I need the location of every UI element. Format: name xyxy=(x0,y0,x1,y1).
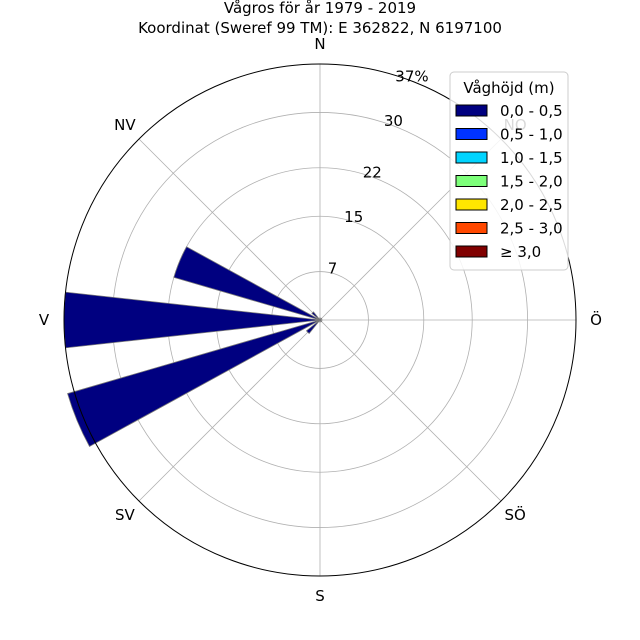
sector-292.5 xyxy=(173,246,321,321)
legend-label-5: 2,5 - 3,0 xyxy=(500,220,563,238)
direction-label-5: SV xyxy=(115,506,136,524)
ring-label-3: 30 xyxy=(384,112,403,130)
legend-box xyxy=(449,71,569,271)
legend-label-3: 1,5 - 2,0 xyxy=(500,173,563,191)
grid-spoke-5 xyxy=(138,319,321,502)
legend-label-1: 0,5 - 1,0 xyxy=(500,126,563,144)
chart-subtitle: Koordinat (Sweref 99 TM): E 362822, N 61… xyxy=(138,19,502,37)
legend-entries: 0,0 - 0,5 0,5 - 1,0 1,0 - 1,5 1,5 - 2,0 2,0 … xyxy=(455,102,563,261)
legend-swatch-5 xyxy=(455,222,488,234)
ring-label-4: 37% xyxy=(395,67,428,85)
legend-label-4: 2,0 - 2,5 xyxy=(500,196,563,214)
legend-label-2: 1,0 - 1,5 xyxy=(500,149,563,167)
legend: Våghöjd (m) 0,0 - 0,5 0,5 - 1,0 1,0 - 1,5 1… xyxy=(449,71,569,271)
sector-135 xyxy=(319,319,323,323)
legend-swatch-6 xyxy=(455,245,488,258)
ring-label-2: 22 xyxy=(363,163,382,181)
outer-circle xyxy=(63,63,577,577)
direction-label-0: N xyxy=(314,35,325,53)
grid-spoke-7 xyxy=(138,138,321,321)
direction-label-7: NV xyxy=(114,116,136,134)
legend-swatch-1 xyxy=(455,128,488,140)
direction-label-6: V xyxy=(39,311,50,329)
legend-swatch-4 xyxy=(455,198,488,211)
wind-sectors xyxy=(63,246,323,448)
legend-swatch-2 xyxy=(455,151,488,164)
sector-225 xyxy=(305,319,321,335)
legend-swatch-3 xyxy=(455,175,488,187)
ring-label-1: 15 xyxy=(344,208,363,226)
sector-315 xyxy=(311,311,321,321)
direction-label-2: Ö xyxy=(590,310,602,329)
direction-label-3: SÖ xyxy=(504,505,525,524)
grid-spoke-3 xyxy=(319,319,502,502)
ring-labels: 7 15 22 30 37% xyxy=(328,67,429,277)
legend-title: Våghöjd (m) xyxy=(463,79,554,97)
direction-label-4: S xyxy=(315,587,325,605)
legend-label-0: 0,0 - 0,5 xyxy=(500,102,563,120)
legend-swatch-0 xyxy=(455,104,488,117)
ring-label-0: 7 xyxy=(328,259,338,277)
legend-label-6: ≥ 3,0 xyxy=(500,243,541,261)
chart-title: Vågros för år 1979 - 2019 xyxy=(224,0,416,17)
sector-247.5 xyxy=(67,319,321,448)
